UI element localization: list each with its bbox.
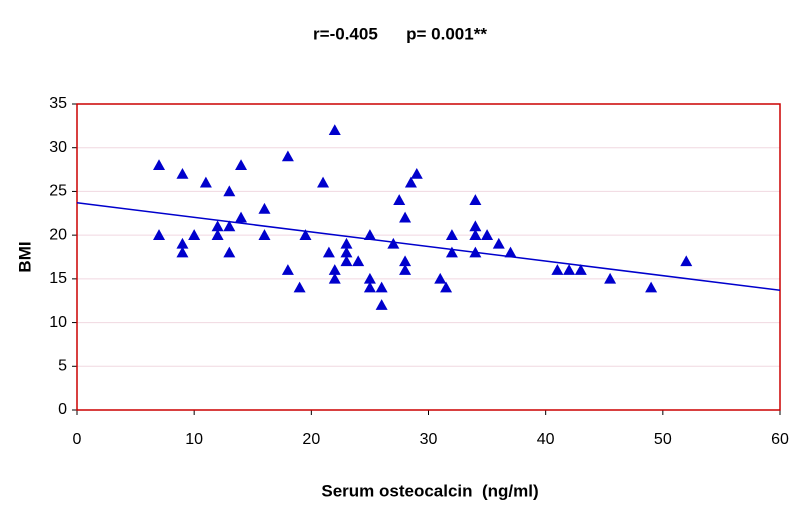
point <box>481 229 494 240</box>
point <box>645 281 658 293</box>
y-tick-label: 25 <box>49 183 67 200</box>
point <box>340 237 353 249</box>
point <box>469 220 482 232</box>
point <box>153 229 166 240</box>
point <box>440 281 453 293</box>
point <box>235 211 248 223</box>
point <box>551 264 564 275</box>
point <box>223 220 236 232</box>
point <box>363 229 376 240</box>
point <box>504 246 517 258</box>
point <box>445 246 458 258</box>
point <box>363 272 376 284</box>
point <box>445 229 458 240</box>
point <box>281 150 294 162</box>
point <box>188 229 201 240</box>
point <box>328 272 341 284</box>
point <box>563 264 576 275</box>
y-tick-label: 10 <box>49 314 67 331</box>
y-tick-label: 35 <box>49 95 67 112</box>
point <box>434 272 447 284</box>
point <box>258 229 271 240</box>
point <box>363 281 376 293</box>
y-tick-label: 15 <box>49 270 67 287</box>
x-tick-label: 40 <box>537 431 555 448</box>
point <box>322 246 335 258</box>
point <box>604 272 617 284</box>
point <box>469 194 482 205</box>
point <box>235 159 248 170</box>
point <box>299 229 312 240</box>
x-tick-label: 20 <box>302 431 320 448</box>
point <box>387 237 400 249</box>
point <box>399 255 412 267</box>
point <box>340 255 353 267</box>
chart-title: r=-0.405 p= 0.001** <box>313 24 487 43</box>
point <box>317 176 330 188</box>
point <box>399 264 412 275</box>
trendline <box>76 202 781 291</box>
point <box>328 264 341 275</box>
x-tick-label: 60 <box>771 431 789 448</box>
x-tick-label: 0 <box>73 431 82 448</box>
point <box>352 255 365 267</box>
point <box>211 220 224 232</box>
point <box>293 281 306 293</box>
y-tick-label: 20 <box>49 226 67 243</box>
point <box>223 246 236 258</box>
plot-frame <box>76 103 781 411</box>
point <box>399 211 412 223</box>
point <box>469 246 482 258</box>
point <box>680 255 693 267</box>
point <box>176 237 189 249</box>
point <box>258 202 271 214</box>
x-tick-label: 50 <box>654 431 672 448</box>
y-tick-label: 30 <box>49 139 67 156</box>
point <box>375 299 388 310</box>
point <box>404 176 417 188</box>
point <box>375 281 388 293</box>
point <box>281 264 294 275</box>
point <box>340 246 353 258</box>
x-axis-label: Serum osteocalcin (ng/ml) <box>321 481 538 500</box>
point <box>211 229 224 240</box>
x-tick-label: 30 <box>420 431 438 448</box>
y-tick-label: 5 <box>58 358 67 375</box>
y-tick-label: 0 <box>58 401 67 418</box>
point <box>492 237 505 249</box>
y-axis-label: BMI <box>15 241 34 272</box>
point <box>176 167 189 179</box>
point <box>199 176 212 188</box>
point <box>393 194 406 205</box>
point <box>469 229 482 240</box>
point <box>223 185 236 197</box>
point <box>153 159 166 170</box>
x-tick-label: 10 <box>185 431 203 448</box>
point <box>328 124 341 136</box>
point <box>574 264 587 275</box>
point <box>410 167 423 179</box>
point <box>176 246 189 258</box>
